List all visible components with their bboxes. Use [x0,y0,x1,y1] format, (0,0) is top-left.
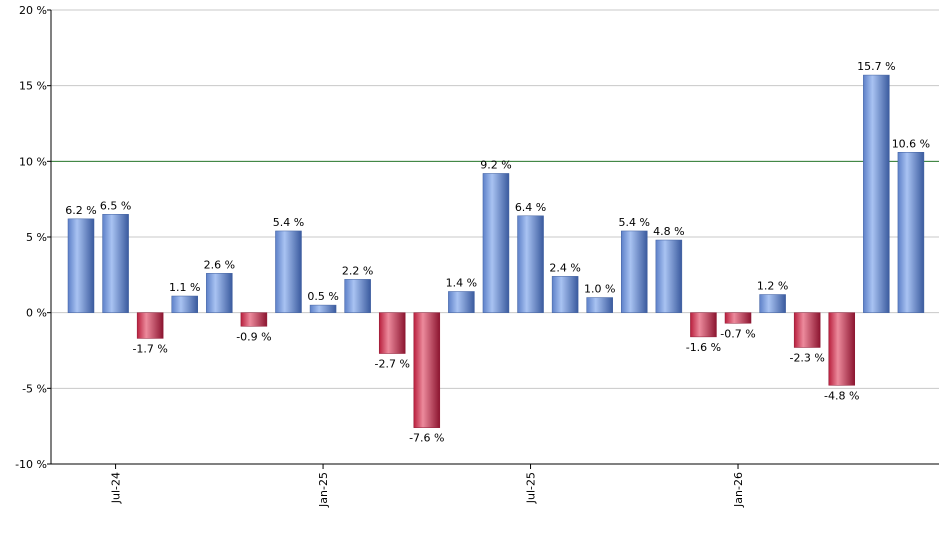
x-tick-label: Jan-26 [732,472,745,508]
data-label: 5.4 % [273,216,304,229]
bar [102,214,129,313]
data-label: 9.2 % [480,158,511,171]
data-label: -7.6 % [409,432,444,445]
x-axis-ticks: Jul-24 Jan-25 Jul-25 Jan-26 [110,464,745,508]
bar [448,291,475,313]
bar [690,312,717,338]
x-tick-label: Jul-25 [525,472,538,504]
data-label: -1.7 % [132,342,167,355]
bar [863,74,890,313]
data-label: 0.5 % [307,290,338,303]
bar [621,230,648,313]
y-tick-label: 5 % [26,231,47,244]
data-labels: 6.2 % 6.5 % -1.7 % 1.1 % 2.6 % -0.9 % 5.4 % 0.5… [65,60,930,445]
bar [275,230,302,313]
bar [136,312,164,339]
bar [793,312,821,348]
data-label: 2.4 % [549,261,580,274]
data-label: 5.4 % [619,216,650,229]
data-label: 2.6 % [204,258,235,271]
bar [759,294,786,313]
y-tick-label: 20 % [19,4,47,17]
y-tick-label: 15 % [19,80,47,93]
y-tick-label: 10 % [19,155,47,168]
data-label: 6.5 % [100,199,131,212]
bar [482,173,510,313]
bar [378,312,406,354]
bar [586,297,613,313]
y-tick-label: -10 % [15,458,47,471]
bar [517,215,544,313]
data-label: -0.7 % [720,327,755,340]
bar [413,312,441,428]
data-label: 6.4 % [515,201,546,214]
bar [67,218,95,313]
y-tick-label: -5 % [22,382,47,395]
data-label: -0.9 % [236,330,271,343]
bars [67,74,925,428]
y-axis-ticks: 20 % 15 % 10 % 5 % 0 % -5 % -10 % [15,4,51,471]
bar [240,312,268,327]
data-label: 15.7 % [857,60,895,73]
data-label: 10.6 % [892,137,930,150]
bar [551,276,579,313]
bar [206,273,233,313]
data-label: -4.8 % [824,389,859,402]
bar [171,295,198,313]
bar [897,152,925,313]
data-label: -2.3 % [789,351,824,364]
data-label: 1.1 % [169,281,200,294]
bar [724,312,752,324]
data-label: 4.8 % [653,225,684,238]
data-label: 1.4 % [446,276,477,289]
data-label: 1.2 % [757,280,788,293]
bar [828,312,856,386]
bar [655,239,683,313]
bar [309,304,337,313]
data-label: 6.2 % [65,204,96,217]
data-label: 1.0 % [584,283,615,296]
data-label: 2.2 % [342,264,373,277]
x-tick-label: Jan-25 [317,472,330,508]
data-label: -2.7 % [375,358,410,371]
y-tick-label: 0 % [26,307,47,320]
bar [344,279,371,313]
x-tick-label: Jul-24 [110,472,123,504]
data-label: -1.6 % [686,341,721,354]
